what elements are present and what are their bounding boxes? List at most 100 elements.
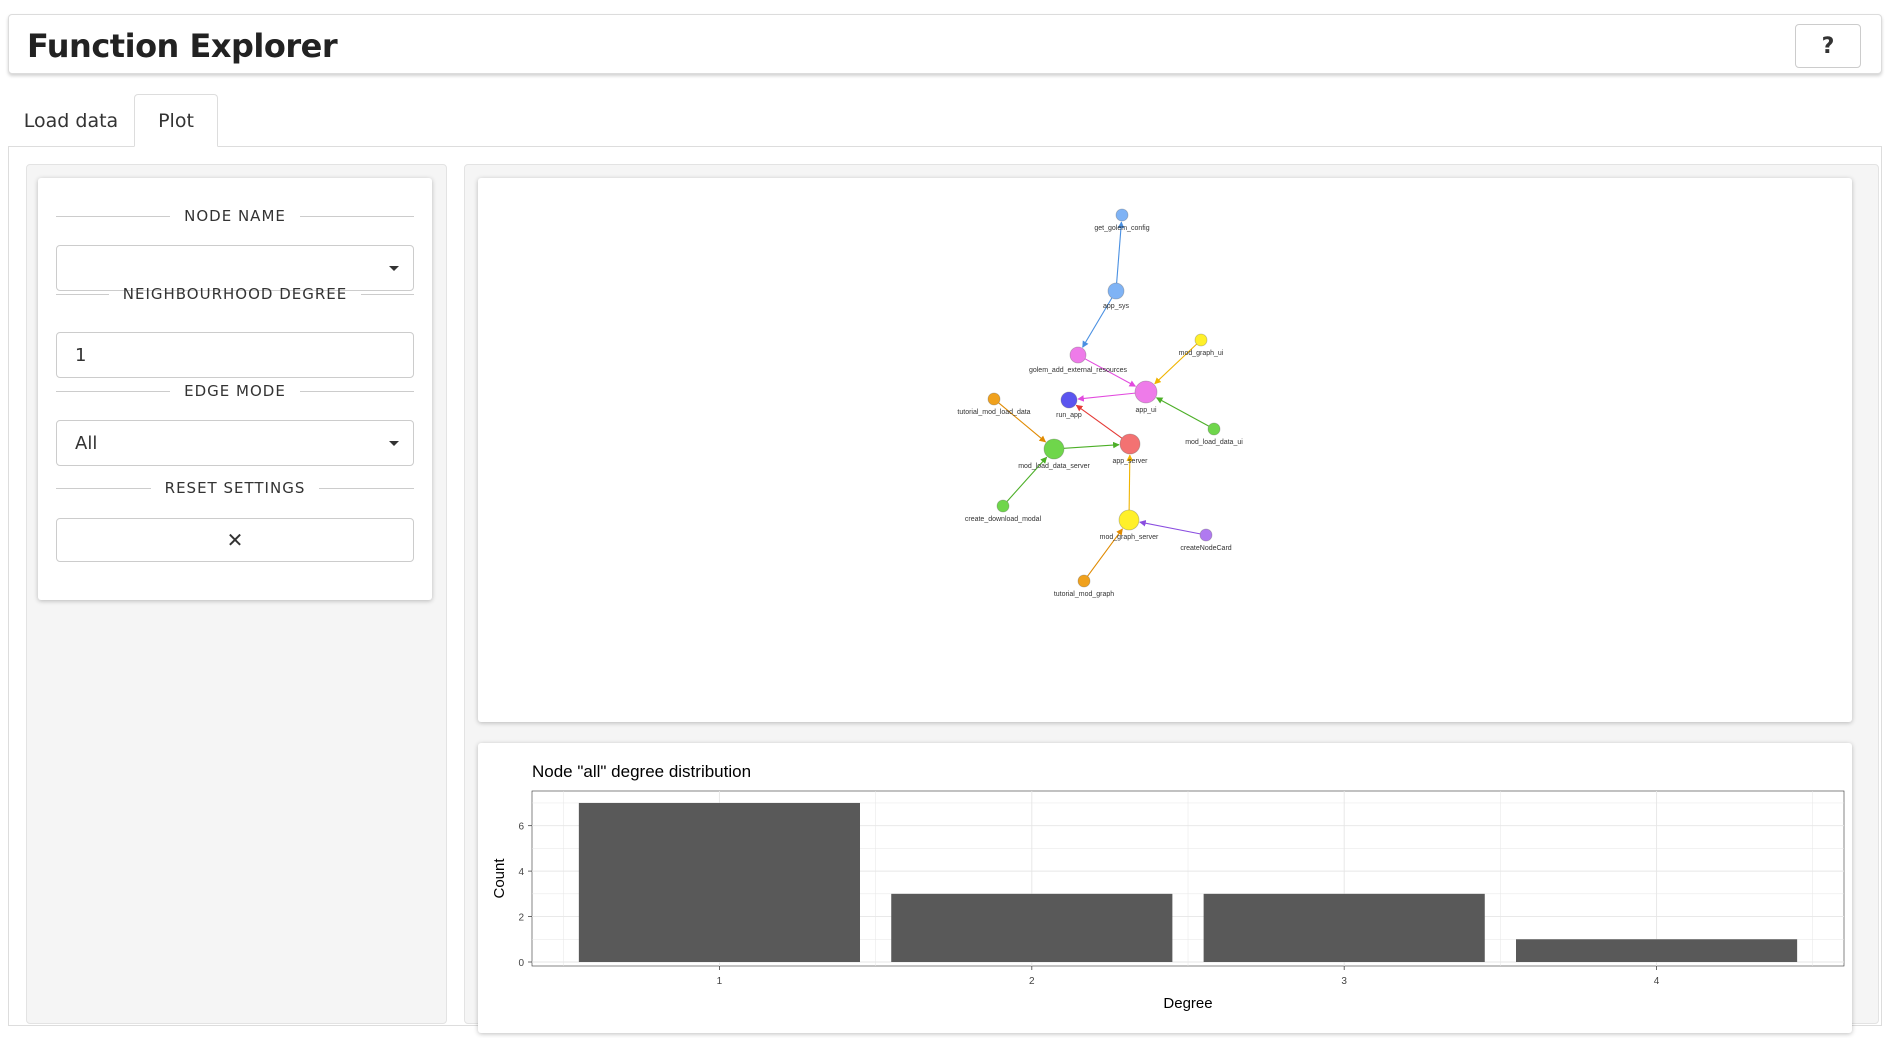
node-label: mod_load_data_server bbox=[1018, 463, 1090, 470]
edge-app-server-to-run-app bbox=[1075, 404, 1123, 439]
node-circle[interactable] bbox=[1077, 574, 1091, 588]
node-circle[interactable] bbox=[1207, 422, 1221, 436]
graph-node-mod-load-data-ui[interactable]: mod_load_data_ui bbox=[1185, 422, 1243, 446]
edge-mode-value: All bbox=[75, 432, 98, 454]
edge-create-download-modal-to-mod-load-data-server bbox=[1006, 456, 1048, 502]
degree-histogram: Node "all" degree distribution 1 2 3 40246 … bbox=[491, 762, 1845, 1012]
graph-node-tutorial-mod-graph[interactable]: tutorial_mod_graph bbox=[1054, 574, 1114, 598]
edge-app-ui-to-run-app bbox=[1077, 392, 1136, 402]
graph-node-mod-graph-ui[interactable]: mod_graph_ui bbox=[1179, 333, 1224, 357]
edge-golem-add-external-resources-to-app-ui bbox=[1084, 358, 1137, 387]
reset-settings-heading: RESET SETTINGS bbox=[56, 476, 414, 500]
bar-degree-2 bbox=[891, 893, 1173, 962]
graph-node-create-download-modal[interactable]: create_download_modal bbox=[965, 499, 1042, 523]
y-tick-label: 0 bbox=[518, 958, 524, 969]
divider bbox=[56, 293, 109, 295]
edge-mod-load-data-server-to-app-server bbox=[1063, 441, 1120, 449]
title-bar: Function Explorer ? bbox=[8, 14, 1882, 74]
node-label: run_app bbox=[1056, 412, 1082, 419]
graph-node-run-app[interactable]: run_app bbox=[1056, 391, 1082, 419]
node-name-label: NODE NAME bbox=[184, 207, 286, 225]
tab-bar: Load data Plot bbox=[8, 94, 1882, 147]
divider bbox=[56, 390, 171, 392]
node-label: app_sys bbox=[1103, 303, 1130, 310]
network-graph-card: get_golem_config app_sys golem_add_externa… bbox=[478, 178, 1852, 722]
node-label: mod_graph_server bbox=[1100, 534, 1159, 541]
node-circle[interactable] bbox=[1069, 346, 1087, 364]
node-label: mod_load_data_ui bbox=[1185, 439, 1243, 446]
graph-node-golem-add-external-resources[interactable]: golem_add_external_resources bbox=[1029, 346, 1128, 374]
edge-mode-label: EDGE MODE bbox=[184, 382, 286, 400]
x-tick-label: 4 bbox=[1654, 976, 1660, 987]
bar-degree-1 bbox=[578, 802, 860, 962]
node-circle[interactable] bbox=[1107, 282, 1125, 300]
node-name-select[interactable] bbox=[56, 245, 414, 291]
node-label: createNodeCard bbox=[1180, 545, 1231, 552]
node-circle[interactable] bbox=[1199, 528, 1213, 542]
divider bbox=[56, 215, 171, 217]
neighbourhood-degree-value: 1 bbox=[75, 344, 87, 366]
graph-node-app-server[interactable]: app_server bbox=[1112, 433, 1148, 465]
graph-node-tutorial-mod-load-data[interactable]: tutorial_mod_load_data bbox=[957, 392, 1031, 416]
neighbourhood-degree-input[interactable]: 1 bbox=[56, 332, 414, 378]
divider bbox=[319, 487, 414, 489]
network-graph[interactable]: get_golem_config app_sys golem_add_externa… bbox=[478, 178, 1852, 722]
close-icon: ✕ bbox=[226, 528, 244, 552]
node-circle[interactable] bbox=[1115, 208, 1129, 222]
controls-card: NODE NAME NEIGHBOURHOOD DEGREE 1 EDGE MO… bbox=[38, 178, 432, 600]
divider bbox=[56, 487, 151, 489]
edge-mod-graph-ui-to-app-ui bbox=[1154, 343, 1198, 385]
node-circle[interactable] bbox=[1060, 391, 1078, 409]
edge-mod-load-data-ui-to-app-ui bbox=[1155, 397, 1209, 427]
node-label: create_download_modal bbox=[965, 516, 1042, 523]
node-label: tutorial_mod_graph bbox=[1054, 591, 1114, 598]
node-name-heading: NODE NAME bbox=[56, 204, 415, 228]
neighbourhood-degree-heading: NEIGHBOURHOOD DEGREE bbox=[56, 282, 414, 306]
bar-degree-3 bbox=[1203, 893, 1485, 962]
graph-node-app-sys[interactable]: app_sys bbox=[1103, 282, 1130, 310]
edge-mode-heading: EDGE MODE bbox=[56, 379, 414, 403]
edge-mod-graph-server-to-app-server bbox=[1126, 454, 1134, 511]
graph-node-createnodecard[interactable]: createNodeCard bbox=[1180, 528, 1232, 552]
edge-tutorial-mod-graph-to-mod-graph-server bbox=[1087, 528, 1123, 577]
node-circle[interactable] bbox=[1118, 509, 1140, 531]
divider bbox=[361, 293, 414, 295]
chart-title: Node "all" degree distribution bbox=[532, 762, 751, 781]
y-axis-label: Count bbox=[491, 858, 508, 899]
node-circle[interactable] bbox=[1043, 438, 1065, 460]
edge-tutorial-mod-load-data-to-mod-load-data-server bbox=[998, 402, 1047, 443]
graph-node-get-golem-config[interactable]: get_golem_config bbox=[1094, 208, 1150, 232]
node-circle[interactable] bbox=[1134, 380, 1158, 404]
edge-mode-select[interactable]: All bbox=[56, 420, 414, 466]
x-tick-label: 2 bbox=[1029, 976, 1035, 987]
reset-button[interactable]: ✕ bbox=[56, 518, 414, 562]
graph-node-mod-graph-server[interactable]: mod_graph_server bbox=[1100, 509, 1159, 541]
node-label: golem_add_external_resources bbox=[1029, 367, 1128, 374]
graph-node-app-ui[interactable]: app_ui bbox=[1134, 380, 1158, 414]
node-circle[interactable] bbox=[987, 392, 1001, 406]
node-label: app_server bbox=[1112, 458, 1148, 465]
y-tick-label: 2 bbox=[518, 913, 524, 924]
bar-degree-4 bbox=[1516, 939, 1798, 962]
node-label: mod_graph_ui bbox=[1179, 350, 1224, 357]
node-circle[interactable] bbox=[1119, 433, 1141, 455]
caret-down-icon bbox=[389, 441, 399, 446]
tab-plot[interactable]: Plot bbox=[134, 94, 218, 147]
x-tick-label: 1 bbox=[717, 976, 723, 987]
node-circle[interactable] bbox=[996, 499, 1010, 513]
neighbourhood-degree-label: NEIGHBOURHOOD DEGREE bbox=[122, 285, 348, 303]
tab-load-data[interactable]: Load data bbox=[23, 109, 119, 132]
node-label: get_golem_config bbox=[1094, 225, 1149, 232]
edge-app-sys-to-get-golem-config bbox=[1116, 221, 1125, 284]
x-axis-label: Degree bbox=[1163, 995, 1212, 1012]
reset-settings-label: RESET SETTINGS bbox=[164, 479, 306, 497]
edge-createnodecard-to-mod-graph-server bbox=[1139, 520, 1201, 535]
x-tick-label: 3 bbox=[1341, 976, 1347, 987]
caret-down-icon bbox=[389, 266, 399, 271]
node-circle[interactable] bbox=[1194, 333, 1208, 347]
help-button[interactable]: ? bbox=[1795, 24, 1861, 68]
node-label: tutorial_mod_load_data bbox=[957, 409, 1030, 416]
divider bbox=[299, 215, 415, 217]
graph-node-mod-load-data-server[interactable]: mod_load_data_server bbox=[1018, 438, 1090, 470]
